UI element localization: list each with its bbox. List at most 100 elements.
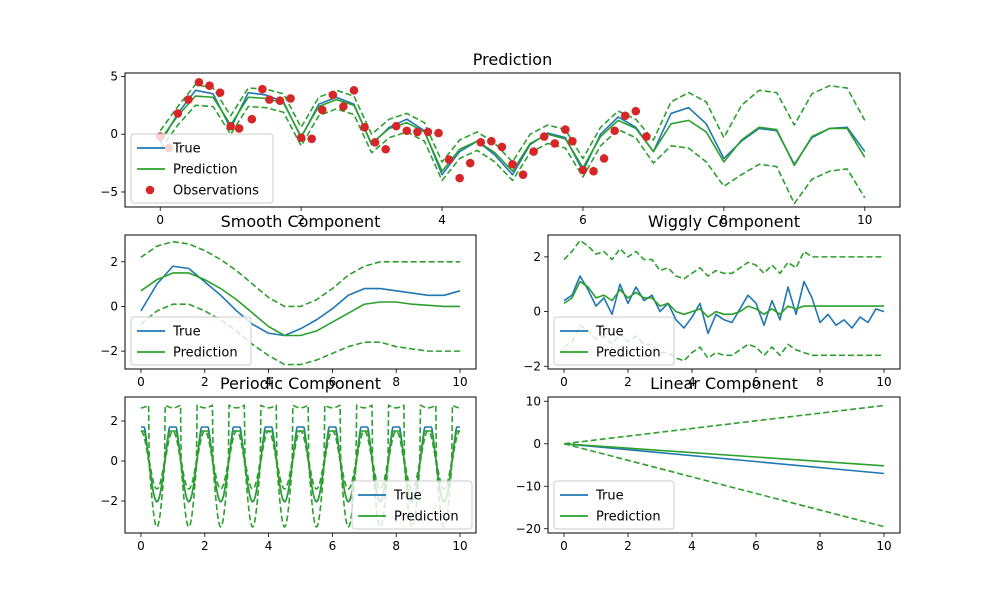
legend: True Prediction — [351, 480, 473, 530]
observation-point — [234, 124, 244, 133]
observation-point — [215, 88, 225, 97]
legend-label: Prediction — [596, 510, 661, 525]
legend-label: True — [595, 489, 624, 504]
observation-point — [610, 126, 619, 136]
x-tick-label: 6 — [329, 375, 337, 389]
observation-point — [455, 173, 464, 183]
series-line-true — [140, 265, 461, 337]
x-tick-label: 8 — [816, 375, 824, 389]
observation-point — [423, 127, 433, 137]
panel-wiggly: 0 2 4 6 8 10 −2 0 2 Wiggly Component True Predictio… — [523, 212, 901, 389]
legend: True Prediction Observations — [130, 133, 274, 204]
series-line-lower-bound — [140, 303, 461, 366]
observation-point — [258, 84, 267, 94]
axes-frame — [124, 234, 477, 370]
x-tick-label: 10 — [452, 375, 467, 389]
y-tick-label: 10 — [526, 394, 541, 408]
legend-label: Prediction — [173, 163, 238, 178]
x-tick-label: 10 — [452, 539, 467, 553]
y-tick-label: 2 — [110, 255, 118, 269]
y-tick-label: 0 — [533, 437, 541, 451]
observation-point — [247, 114, 257, 124]
x-tick-label: 2 — [297, 213, 305, 227]
x-tick-label: 4 — [265, 539, 273, 553]
observation-point — [568, 136, 577, 146]
x-tick-label: 4 — [265, 375, 273, 389]
x-tick-label: 8 — [720, 213, 728, 227]
observation-point — [465, 158, 475, 168]
observation-point — [349, 86, 359, 95]
panel-periodic: 0 2 4 6 8 10 −2 0 2 Periodic Component True Predict… — [100, 374, 477, 553]
observation-point — [184, 95, 193, 104]
axes-frame — [124, 72, 901, 208]
series-line-upper-bound — [140, 404, 461, 490]
series-line-lower-bound — [140, 430, 461, 528]
observation-point — [402, 126, 412, 136]
x-tick-label: 0 — [560, 539, 568, 553]
observation-point — [518, 170, 528, 179]
x-tick-label: 8 — [392, 375, 400, 389]
y-tick-label: −2 — [523, 359, 541, 373]
axes-frame — [547, 396, 901, 534]
y-tick-label: 0 — [110, 127, 118, 141]
observation-point — [328, 90, 338, 100]
observation-point — [173, 109, 183, 118]
legend-box — [130, 133, 274, 204]
y-tick-label: 0 — [110, 299, 118, 313]
series-line-prediction — [140, 272, 461, 337]
x-tick-label: 8 — [392, 539, 400, 553]
legend-label: True — [172, 325, 201, 340]
observation-point — [275, 96, 285, 106]
x-tick-label: 0 — [137, 539, 145, 553]
legend-label: Prediction — [596, 346, 661, 361]
legend: True Prediction — [553, 316, 675, 366]
observation-point — [265, 95, 274, 104]
series-line-upper-bound — [563, 239, 884, 280]
observation-point — [413, 127, 422, 137]
y-tick-label: −20 — [516, 522, 541, 536]
series-line-lower-bound — [563, 442, 885, 528]
legend-box — [130, 316, 252, 366]
y-tick-label: 2 — [533, 250, 541, 264]
panel-title: Linear Component — [650, 374, 798, 393]
legend-label: Observations — [173, 184, 259, 199]
x-tick-label: 6 — [752, 375, 760, 389]
observation-point — [599, 154, 609, 163]
observation-point — [578, 165, 588, 175]
plot-area — [563, 404, 885, 528]
panel-linear: 0 2 4 6 8 10 −20 −10 0 10 Linear Component True Pred… — [516, 374, 901, 553]
plot-area — [140, 240, 461, 366]
series-line-lower-bound — [159, 104, 866, 205]
series-line-upper-bound — [159, 83, 866, 163]
observation-point — [226, 121, 235, 131]
observation-point — [620, 111, 630, 121]
x-tick-label: 4 — [688, 539, 696, 553]
observation-point — [497, 142, 507, 152]
series-line-prediction — [563, 442, 885, 467]
observation-point — [508, 159, 517, 169]
x-tick-label: 10 — [857, 213, 872, 227]
x-tick-label: 0 — [560, 375, 568, 389]
observation-point — [194, 77, 204, 87]
y-tick-label: −2 — [100, 494, 118, 508]
legend-box — [553, 316, 675, 366]
observation-point — [529, 147, 538, 156]
observation-point — [539, 132, 549, 141]
observation-point — [642, 132, 651, 141]
plot-area — [563, 239, 885, 362]
series-line-upper-bound — [140, 240, 461, 308]
observation-point — [286, 94, 295, 103]
x-tick-label: 0 — [137, 375, 145, 389]
panel-title: Prediction — [473, 50, 552, 69]
y-tick-label: −5 — [100, 185, 118, 199]
x-tick-label: 2 — [201, 539, 209, 553]
y-tick-label: 2 — [110, 414, 118, 428]
panel-title: Wiggly Component — [648, 212, 800, 231]
x-tick-label: 8 — [816, 539, 824, 553]
axes-frame — [124, 396, 477, 534]
y-tick-label: 0 — [110, 454, 118, 468]
legend-box — [351, 480, 473, 530]
x-tick-label: 6 — [579, 213, 587, 227]
